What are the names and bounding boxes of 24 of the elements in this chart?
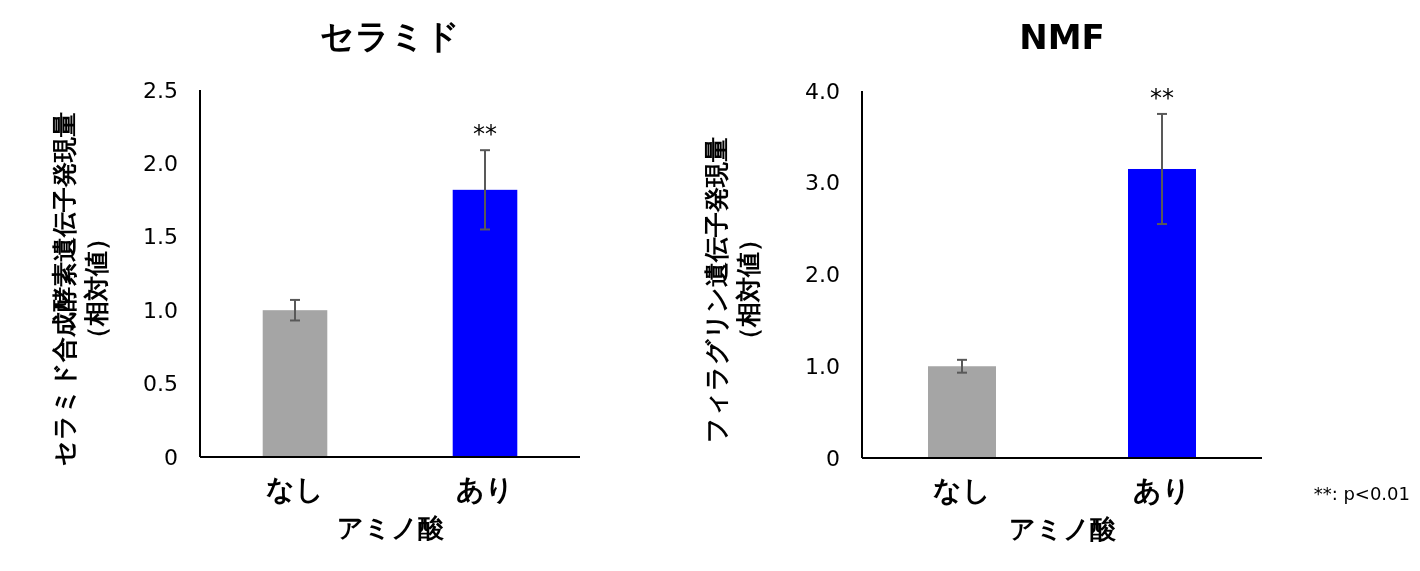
annotation: ** — [473, 120, 497, 149]
y-tick-label: 1.5 — [143, 224, 178, 250]
x-tick-label: なし — [933, 474, 991, 507]
x-tick-label: なし — [266, 473, 324, 506]
x-tick-label: あり — [456, 473, 514, 506]
y-tick-label: 2.5 — [143, 77, 178, 103]
y-tick-label: 2.0 — [805, 262, 840, 287]
annotation: ** — [1150, 83, 1174, 112]
y-tick-label: 3.0 — [805, 170, 840, 196]
y-tick-label: 0 — [826, 445, 840, 471]
y-tick-label: 1.0 — [143, 297, 178, 323]
x-tick-label: あり — [1133, 474, 1191, 507]
y-tick-label: 2.0 — [143, 150, 178, 176]
y-tick-label: 4.0 — [805, 78, 840, 104]
text: **: p<0.01 — [1313, 483, 1410, 504]
chart-title: セラミド — [320, 16, 460, 56]
y-axis-title: セラミド合成酵素遺伝子発現量（相対値） — [49, 111, 111, 466]
y-tick-label: 1.0 — [805, 353, 840, 379]
y-tick-label: 0 — [164, 444, 178, 470]
chart-title: NMF — [1019, 17, 1105, 57]
x-axis-title: アミノ酸 — [1008, 514, 1116, 544]
y-axis-title: フィラグリン遺伝子発現量（相対値） — [701, 136, 763, 443]
y-tick-label: 0.5 — [143, 371, 178, 397]
x-axis-title: アミノ酸 — [336, 513, 444, 543]
